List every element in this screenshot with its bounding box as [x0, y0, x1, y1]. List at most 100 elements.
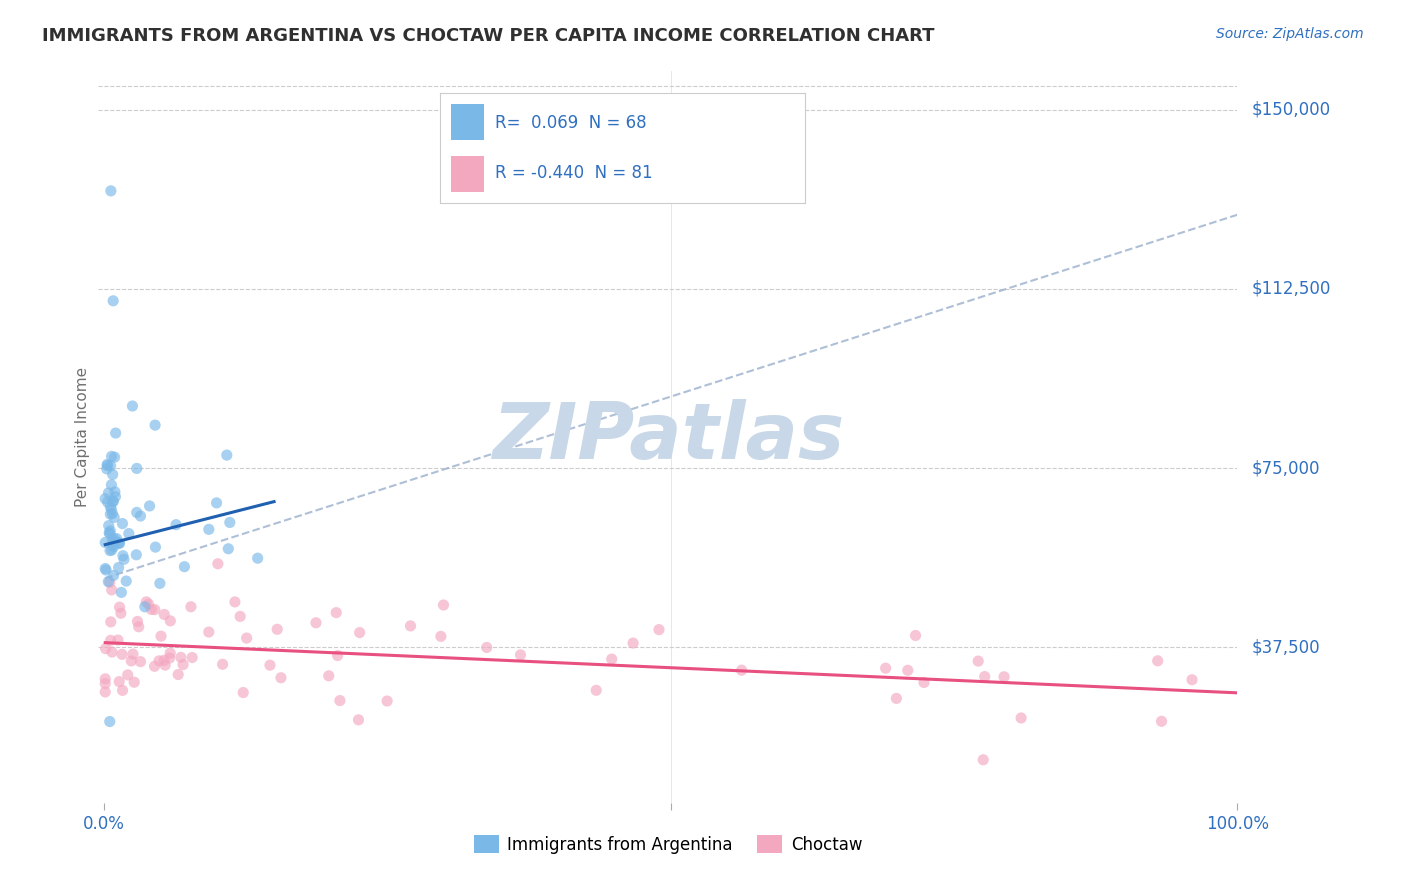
- Point: [149, 576, 172, 591]
- Point: [972, 753, 994, 767]
- Point: [224, 595, 246, 609]
- Point: [875, 661, 897, 675]
- Point: [103, 568, 125, 582]
- Point: [198, 522, 221, 536]
- Point: [266, 622, 288, 636]
- Point: [153, 607, 176, 622]
- Point: [98, 526, 121, 541]
- Point: [125, 505, 148, 519]
- Point: [98, 525, 121, 540]
- Point: [120, 654, 142, 668]
- Point: [98, 524, 121, 538]
- Point: [108, 536, 131, 550]
- Point: [101, 507, 124, 521]
- Point: [110, 585, 132, 599]
- Point: [97, 518, 120, 533]
- Point: [101, 467, 124, 482]
- Point: [329, 693, 352, 707]
- Point: [207, 557, 229, 571]
- Point: [100, 543, 122, 558]
- Point: [134, 599, 156, 614]
- Point: [107, 633, 129, 648]
- Point: [399, 619, 422, 633]
- Point: [111, 516, 134, 531]
- Point: [98, 575, 121, 590]
- Point: [128, 620, 150, 634]
- Point: [143, 418, 166, 433]
- Point: [305, 615, 328, 630]
- Point: [325, 606, 347, 620]
- Point: [118, 526, 141, 541]
- Point: [349, 625, 371, 640]
- Point: [104, 426, 127, 441]
- Point: [159, 651, 181, 665]
- Text: $112,500: $112,500: [1251, 280, 1330, 298]
- Point: [104, 484, 127, 499]
- Point: [101, 538, 124, 552]
- Point: [145, 540, 167, 554]
- Point: [229, 609, 252, 624]
- Point: [585, 683, 607, 698]
- Point: [107, 535, 129, 549]
- Point: [94, 491, 117, 506]
- Point: [122, 675, 145, 690]
- Point: [235, 631, 257, 645]
- Point: [108, 600, 131, 615]
- Point: [100, 500, 122, 514]
- Point: [96, 458, 118, 472]
- Point: [1150, 714, 1173, 729]
- Point: [101, 645, 124, 659]
- Point: [172, 657, 194, 672]
- Point: [897, 663, 920, 677]
- Point: [600, 652, 623, 666]
- Point: [180, 599, 202, 614]
- Point: [108, 674, 131, 689]
- Point: [326, 648, 349, 663]
- Point: [127, 615, 149, 629]
- Text: $75,000: $75,000: [1251, 459, 1320, 477]
- Point: [100, 502, 122, 516]
- Point: [96, 462, 118, 476]
- Point: [967, 654, 990, 668]
- Point: [430, 629, 453, 643]
- Point: [94, 561, 117, 575]
- Point: [167, 667, 190, 681]
- Point: [121, 399, 143, 413]
- Point: [973, 669, 995, 683]
- Point: [122, 647, 145, 661]
- Point: [150, 629, 173, 643]
- Legend: Immigrants from Argentina, Choctaw: Immigrants from Argentina, Choctaw: [467, 829, 869, 860]
- Point: [97, 486, 120, 500]
- Point: [159, 646, 181, 660]
- Text: IMMIGRANTS FROM ARGENTINA VS CHOCTAW PER CAPITA INCOME CORRELATION CHART: IMMIGRANTS FROM ARGENTINA VS CHOCTAW PER…: [42, 27, 935, 45]
- Point: [1146, 654, 1168, 668]
- Text: Source: ZipAtlas.com: Source: ZipAtlas.com: [1216, 27, 1364, 41]
- Point: [259, 658, 281, 673]
- Point: [215, 448, 238, 462]
- Point: [246, 551, 269, 566]
- Point: [232, 685, 254, 699]
- Point: [129, 508, 152, 523]
- Point: [101, 494, 124, 508]
- Point: [159, 614, 181, 628]
- Point: [112, 552, 135, 566]
- Point: [94, 685, 117, 699]
- Point: [117, 668, 139, 682]
- Point: [100, 458, 122, 473]
- Point: [103, 540, 125, 554]
- Point: [205, 496, 228, 510]
- Point: [173, 559, 195, 574]
- Point: [115, 574, 138, 588]
- Text: $150,000: $150,000: [1251, 101, 1330, 119]
- Point: [143, 602, 166, 616]
- Point: [97, 574, 120, 589]
- Point: [94, 535, 117, 549]
- Point: [100, 478, 122, 492]
- Point: [94, 641, 117, 656]
- Point: [94, 563, 117, 577]
- Point: [100, 507, 122, 521]
- Point: [125, 548, 148, 562]
- Point: [1181, 673, 1204, 687]
- Point: [107, 560, 129, 574]
- Point: [101, 533, 124, 547]
